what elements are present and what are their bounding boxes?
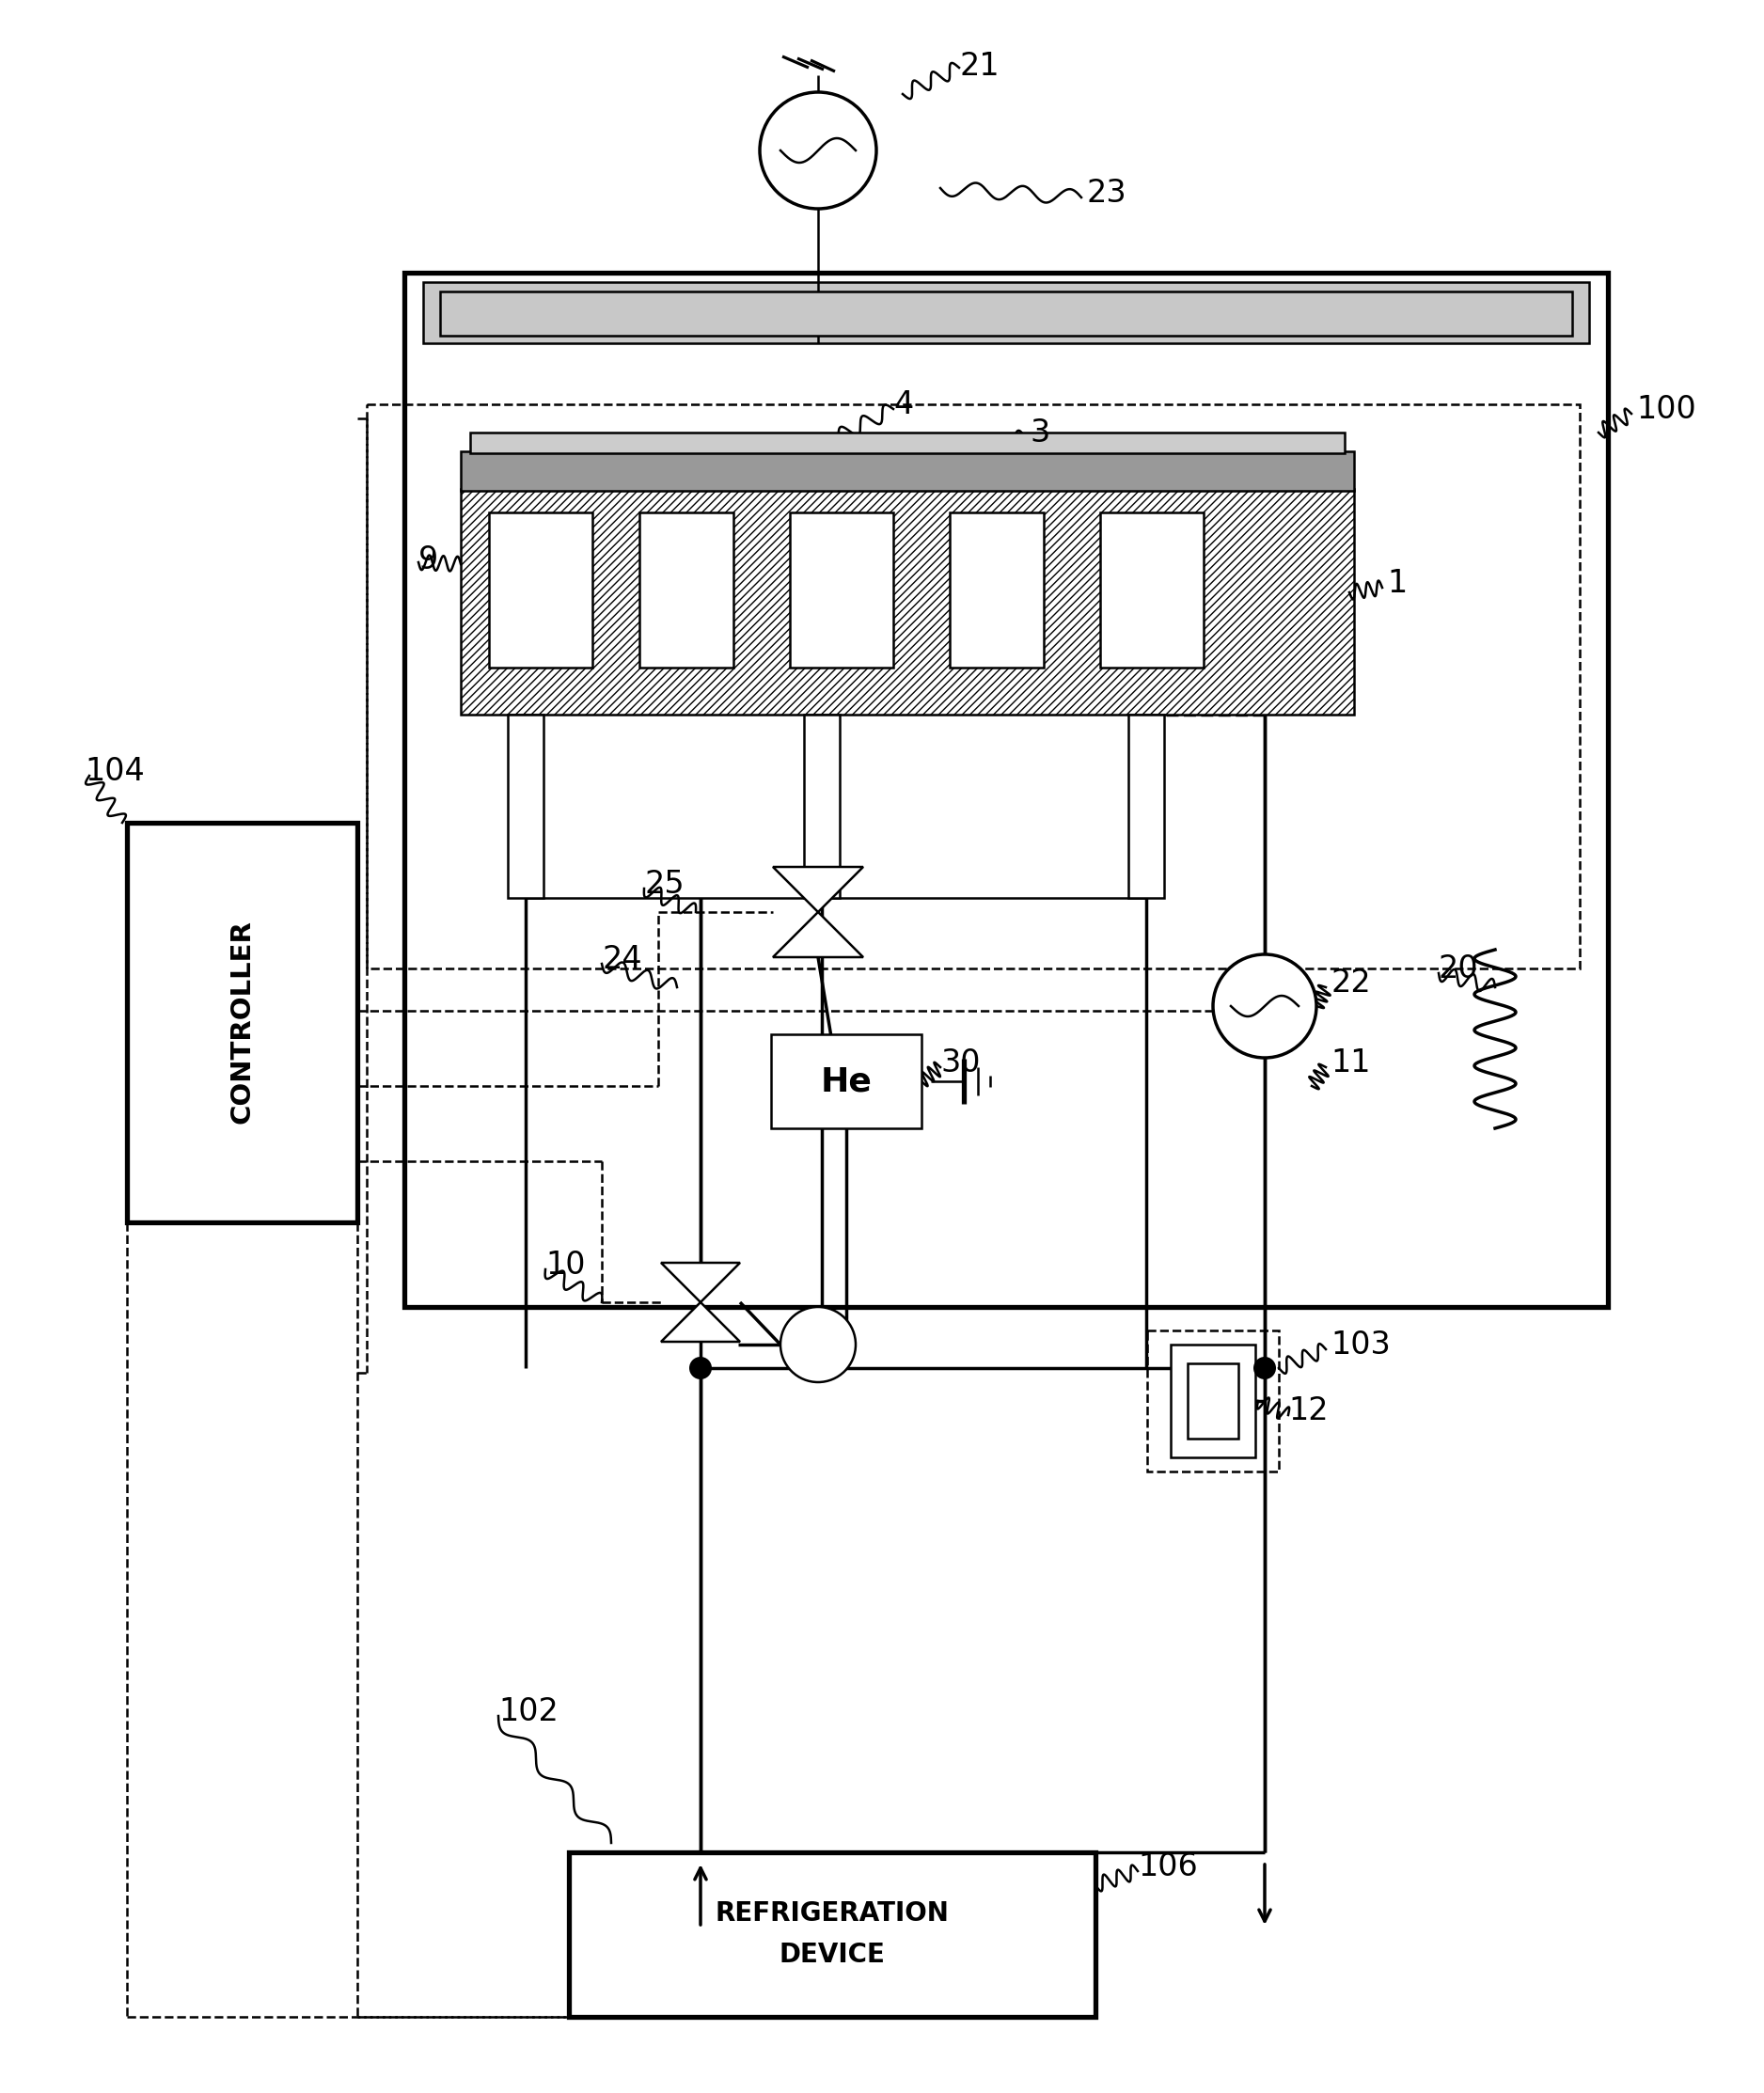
Circle shape <box>690 1356 713 1379</box>
Bar <box>1129 714 1164 898</box>
Circle shape <box>1254 1356 1275 1379</box>
Polygon shape <box>773 867 863 913</box>
Bar <box>127 823 358 1222</box>
Bar <box>1187 1363 1238 1438</box>
Bar <box>423 283 1589 343</box>
Bar <box>1147 1331 1279 1471</box>
Bar <box>460 490 1355 714</box>
Text: 21: 21 <box>960 50 998 82</box>
Bar <box>568 1852 1095 2018</box>
Text: 25: 25 <box>644 869 684 900</box>
Polygon shape <box>773 913 863 957</box>
Bar <box>439 291 1572 335</box>
Text: 11: 11 <box>1330 1046 1371 1078</box>
Bar <box>367 404 1581 969</box>
Circle shape <box>780 1306 856 1381</box>
Circle shape <box>1214 954 1316 1057</box>
Text: 100: 100 <box>1637 393 1695 425</box>
Bar <box>460 452 1355 492</box>
Text: 103: 103 <box>1330 1329 1390 1360</box>
Text: 4: 4 <box>893 389 914 421</box>
Bar <box>1171 1344 1256 1457</box>
Bar <box>508 714 543 898</box>
Bar <box>949 513 1044 668</box>
Bar <box>404 272 1609 1306</box>
Text: 3: 3 <box>1030 417 1050 448</box>
Bar <box>639 513 734 668</box>
Text: He: He <box>820 1065 871 1097</box>
Text: 23: 23 <box>1087 178 1125 209</box>
Bar <box>804 714 840 898</box>
Circle shape <box>760 92 877 209</box>
Text: 20: 20 <box>1439 952 1478 984</box>
Bar <box>489 513 593 668</box>
Text: 106: 106 <box>1138 1850 1198 1882</box>
Text: 104: 104 <box>85 756 145 787</box>
Text: 9: 9 <box>418 544 439 576</box>
Text: 24: 24 <box>602 944 642 975</box>
Text: REFRIGERATION: REFRIGERATION <box>714 1900 949 1926</box>
Text: 22: 22 <box>1330 967 1371 998</box>
Text: 1: 1 <box>1387 567 1408 599</box>
Text: 102: 102 <box>499 1695 559 1727</box>
Bar <box>471 433 1344 454</box>
Bar <box>460 490 1355 714</box>
Text: 30: 30 <box>940 1046 981 1078</box>
Bar <box>1101 513 1203 668</box>
Polygon shape <box>662 1302 741 1342</box>
Bar <box>790 513 893 668</box>
Polygon shape <box>662 1262 741 1302</box>
Text: 10: 10 <box>545 1250 586 1281</box>
Text: 12: 12 <box>1288 1394 1328 1425</box>
Bar <box>771 1034 921 1128</box>
Text: DEVICE: DEVICE <box>780 1942 886 1967</box>
Text: CONTROLLER: CONTROLLER <box>229 921 254 1124</box>
